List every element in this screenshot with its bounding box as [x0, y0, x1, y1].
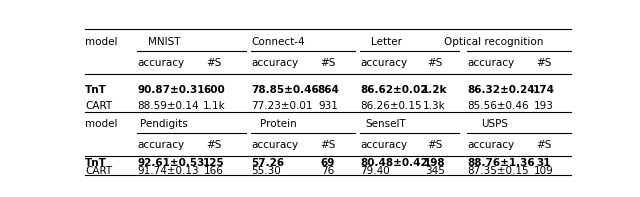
Text: 109: 109: [534, 166, 554, 176]
Text: 600: 600: [203, 85, 225, 95]
Text: accuracy: accuracy: [137, 140, 184, 150]
Text: accuracy: accuracy: [251, 58, 298, 68]
Text: 166: 166: [204, 166, 224, 176]
Text: #S: #S: [206, 58, 221, 68]
Text: model: model: [85, 119, 118, 129]
Text: #S: #S: [427, 58, 442, 68]
Text: TnT: TnT: [85, 158, 107, 168]
Text: 79.40: 79.40: [360, 166, 390, 176]
Text: 125: 125: [203, 158, 225, 168]
Text: accuracy: accuracy: [360, 140, 408, 150]
Text: 1.1k: 1.1k: [202, 101, 225, 111]
Text: #S: #S: [320, 58, 336, 68]
Text: 1.3k: 1.3k: [423, 101, 446, 111]
Text: CART: CART: [85, 166, 112, 176]
Text: 86.26±0.15: 86.26±0.15: [360, 101, 422, 111]
Text: Protein: Protein: [260, 119, 297, 129]
Text: 77.23±0.01: 77.23±0.01: [251, 101, 312, 111]
Text: 91.74±0.13: 91.74±0.13: [137, 166, 198, 176]
Text: 55.30: 55.30: [251, 166, 281, 176]
Text: TnT: TnT: [85, 85, 107, 95]
Text: 198: 198: [424, 158, 445, 168]
Text: Connect-4: Connect-4: [252, 37, 305, 47]
Text: accuracy: accuracy: [467, 140, 514, 150]
Text: 345: 345: [425, 166, 445, 176]
Text: Letter: Letter: [371, 37, 401, 47]
Text: accuracy: accuracy: [360, 58, 408, 68]
Text: Optical recognition: Optical recognition: [444, 37, 544, 47]
Text: 85.56±0.46: 85.56±0.46: [467, 101, 529, 111]
Text: accuracy: accuracy: [467, 58, 514, 68]
Text: model: model: [85, 37, 118, 47]
Text: 86.62±0.02: 86.62±0.02: [360, 85, 428, 95]
Text: SenseIT: SenseIT: [365, 119, 406, 129]
Text: 69: 69: [321, 158, 335, 168]
Text: 76: 76: [321, 166, 335, 176]
Text: 78.85±0.46: 78.85±0.46: [251, 85, 319, 95]
Text: 174: 174: [532, 85, 555, 95]
Text: 931: 931: [318, 101, 338, 111]
Text: #S: #S: [206, 140, 221, 150]
Text: 31: 31: [536, 158, 551, 168]
Text: 80.48±0.42: 80.48±0.42: [360, 158, 428, 168]
Text: 88.59±0.14: 88.59±0.14: [137, 101, 198, 111]
Text: 86.32±0.24: 86.32±0.24: [467, 85, 534, 95]
Text: CART: CART: [85, 101, 112, 111]
Text: 57.26: 57.26: [251, 158, 284, 168]
Text: #S: #S: [536, 58, 552, 68]
Text: 193: 193: [534, 101, 554, 111]
Text: accuracy: accuracy: [251, 140, 298, 150]
Text: 90.87±0.31: 90.87±0.31: [137, 85, 205, 95]
Text: 92.61±0.53: 92.61±0.53: [137, 158, 204, 168]
Text: Pendigits: Pendigits: [140, 119, 188, 129]
Text: #S: #S: [320, 140, 336, 150]
Text: #S: #S: [536, 140, 552, 150]
Text: #S: #S: [427, 140, 442, 150]
Text: 87.35±0.15: 87.35±0.15: [467, 166, 529, 176]
Text: 1.2k: 1.2k: [422, 85, 447, 95]
Text: MNIST: MNIST: [148, 37, 180, 47]
Text: USPS: USPS: [481, 119, 508, 129]
Text: 88.76±1.36: 88.76±1.36: [467, 158, 534, 168]
Text: accuracy: accuracy: [137, 58, 184, 68]
Text: 864: 864: [317, 85, 339, 95]
